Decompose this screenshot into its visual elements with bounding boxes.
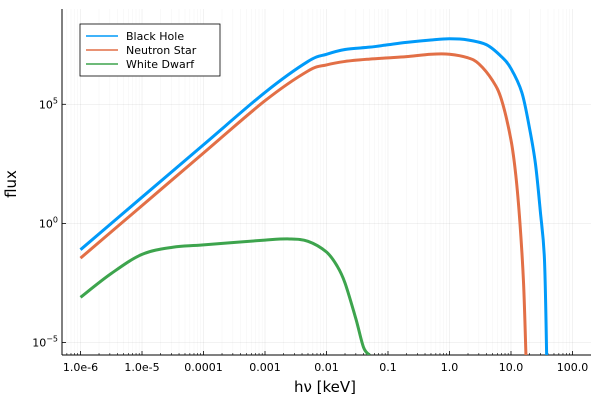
series-line-white-dwarf xyxy=(79,237,371,355)
x-tick-label: 0.1 xyxy=(379,361,397,374)
x-tick-label: 0.0001 xyxy=(184,361,223,374)
y-tick-exponent: 5 xyxy=(53,96,58,105)
x-tick-label: 0.01 xyxy=(314,361,339,374)
y-tick-label: 105 xyxy=(39,96,58,111)
y-tick-exponent: −5 xyxy=(46,335,58,344)
legend-label-white-dwarf: White Dwarf xyxy=(126,58,195,71)
x-tick-label: 1.0e-5 xyxy=(124,361,159,374)
legend-label-neutron-star: Neutron Star xyxy=(126,44,197,57)
series-lines xyxy=(79,37,549,355)
y-tick-label: 10−5 xyxy=(32,335,58,350)
x-tick-label: 100.0 xyxy=(557,361,589,374)
y-tick-base: 10 xyxy=(32,337,46,350)
x-tick-label: 1.0 xyxy=(441,361,459,374)
y-tick-label: 100 xyxy=(39,215,58,230)
axis-ticks: 1.0e-6 1.0e-5 0.0001 0.001 0.01 0.1 1.0 10.0 100… xyxy=(32,96,588,374)
series-line-neutron-star xyxy=(79,52,528,355)
y-tick-exponent: 0 xyxy=(53,215,58,224)
series-line-black-hole xyxy=(79,37,549,355)
y-tick-base: 10 xyxy=(39,217,53,230)
y-tick-base: 10 xyxy=(39,98,53,111)
legend-label-black-hole: Black Hole xyxy=(126,30,184,43)
x-axis-title: hν [keV] xyxy=(294,378,356,396)
x-tick-label: 10.0 xyxy=(499,361,524,374)
y-axis-title: flux xyxy=(2,170,20,198)
x-tick-label: 1.0e-6 xyxy=(63,361,98,374)
x-tick-label: 0.001 xyxy=(249,361,281,374)
